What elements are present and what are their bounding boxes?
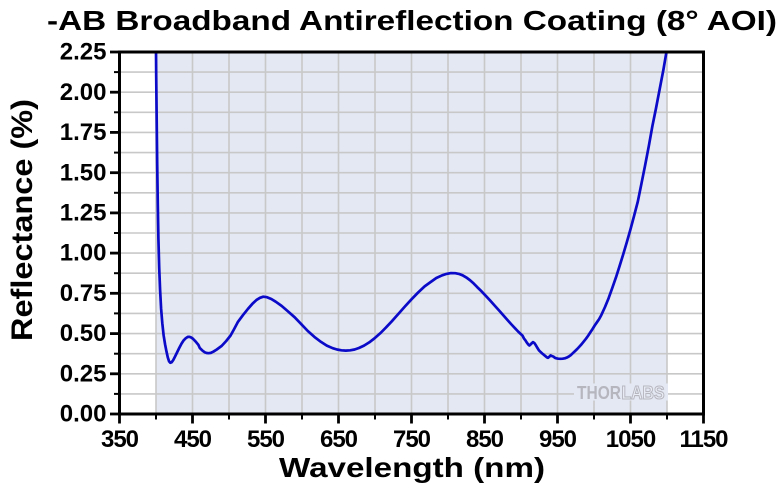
svg-text:0.75: 0.75: [60, 280, 107, 307]
svg-text:350: 350: [101, 426, 139, 453]
svg-text:750: 750: [393, 426, 431, 453]
svg-text:1.25: 1.25: [60, 200, 107, 227]
svg-text:0.25: 0.25: [60, 360, 107, 387]
svg-text:-AB Broadband Antireflection C: -AB Broadband Antireflection Coating (8°…: [47, 5, 777, 36]
svg-text:2.25: 2.25: [60, 39, 107, 66]
svg-text:1.50: 1.50: [60, 159, 107, 186]
svg-text:2.00: 2.00: [60, 79, 107, 106]
svg-text:450: 450: [174, 426, 212, 453]
svg-text:550: 550: [247, 426, 285, 453]
svg-text:LABS: LABS: [622, 382, 665, 403]
svg-text:0.50: 0.50: [60, 320, 107, 347]
svg-text:650: 650: [320, 426, 358, 453]
svg-text:THOR: THOR: [577, 382, 621, 403]
svg-text:1.75: 1.75: [60, 119, 107, 146]
svg-text:1050: 1050: [606, 426, 656, 453]
svg-text:950: 950: [539, 426, 577, 453]
svg-text:Reflectance (%): Reflectance (%): [6, 99, 39, 341]
svg-text:1.00: 1.00: [60, 240, 107, 267]
svg-text:850: 850: [466, 426, 504, 453]
svg-text:Wavelength (nm): Wavelength (nm): [279, 452, 545, 483]
svg-text:0.00: 0.00: [60, 401, 107, 428]
svg-text:1150: 1150: [679, 426, 728, 453]
